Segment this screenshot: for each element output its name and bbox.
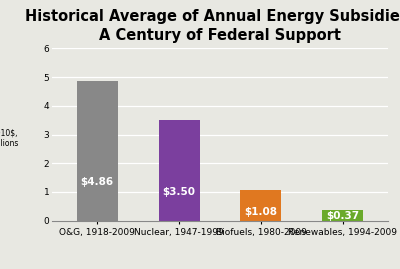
Text: $3.50: $3.50 (162, 187, 196, 197)
Y-axis label: 2010$,
billions: 2010$, billions (0, 128, 18, 148)
Bar (158, 120, 200, 221)
Text: $4.86: $4.86 (80, 176, 114, 186)
Title: Historical Average of Annual Energy Subsidies:
A Century of Federal Support: Historical Average of Annual Energy Subs… (25, 9, 400, 43)
Text: $1.08: $1.08 (244, 207, 278, 217)
Bar (76, 81, 118, 221)
Bar (322, 210, 364, 221)
Text: $0.37: $0.37 (326, 211, 360, 221)
Bar (240, 190, 282, 221)
